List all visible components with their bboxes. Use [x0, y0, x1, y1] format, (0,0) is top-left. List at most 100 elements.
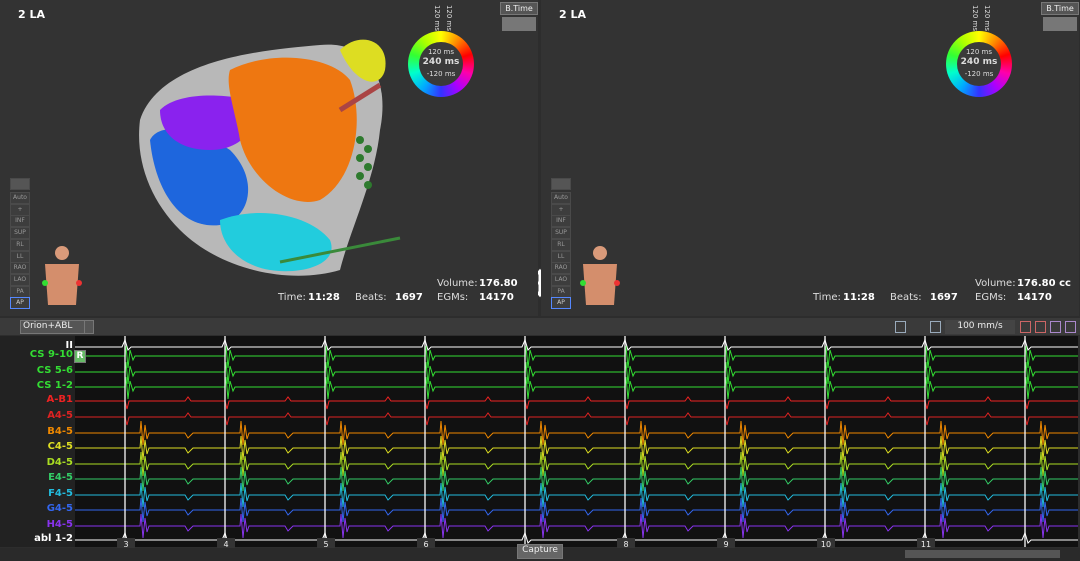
view-button[interactable]: AP: [551, 297, 571, 310]
map-panel: 2 LA B.Time 120 ms 240 ms -120 ms 120 ms 120 m…: [541, 0, 1079, 316]
electrode: [364, 163, 372, 171]
body-torso: [583, 264, 617, 305]
toolbar-icon[interactable]: [1020, 321, 1031, 333]
view-button[interactable]: INF: [10, 215, 30, 228]
anatomy-map: [580, 246, 620, 305]
waveform: [75, 435, 1078, 461]
view-button[interactable]: AP: [10, 297, 30, 310]
volume-value: 176.80: [479, 278, 518, 289]
view-button[interactable]: PA: [10, 285, 30, 298]
waveform: [75, 420, 1078, 446]
tool-button[interactable]: [551, 178, 571, 190]
wheel-center: 240 ms: [422, 57, 460, 67]
color-wheel-center: [957, 42, 1001, 86]
channel-label: II: [65, 340, 73, 351]
waveform: [75, 396, 1078, 410]
view-button[interactable]: RL: [10, 238, 30, 251]
toolbar-icon[interactable]: [1035, 321, 1046, 333]
wheel-upper: 120 ms: [427, 48, 455, 56]
color-wheel-center: [419, 42, 463, 86]
beats-label: Beats:: [890, 292, 922, 303]
channel-label: C4-5: [47, 441, 73, 452]
toolbar-icon[interactable]: [895, 321, 906, 333]
time-label: Time:: [278, 292, 306, 303]
view-button[interactable]: RL: [551, 238, 571, 251]
mode-button[interactable]: B.Time: [1041, 2, 1079, 15]
legend-button[interactable]: [502, 17, 536, 31]
waveform: [75, 412, 1078, 426]
catheter: [279, 236, 401, 264]
view-button[interactable]: INF: [551, 215, 571, 228]
channel-label: H4-5: [46, 519, 73, 530]
view-button[interactable]: Auto: [10, 192, 30, 204]
time-label: Time:: [813, 292, 841, 303]
egms-value: 14170: [479, 292, 514, 303]
map-title: 2 LA: [559, 8, 587, 21]
label-column: [0, 336, 75, 547]
wheel-upper: 120 ms: [965, 48, 993, 56]
view-button[interactable]: SUP: [551, 227, 571, 240]
beats-label: Beats:: [355, 292, 387, 303]
view-button[interactable]: LL: [10, 250, 30, 263]
view-button[interactable]: RAO: [551, 262, 571, 275]
speed-select[interactable]: 100 mm/s: [945, 320, 1015, 334]
body-head: [593, 246, 607, 260]
scroll-thumb[interactable]: [905, 550, 1060, 558]
view-button[interactable]: LAO: [10, 273, 30, 286]
view-button[interactable]: LL: [551, 250, 571, 263]
toolbar-icon[interactable]: [1050, 321, 1061, 333]
view-button[interactable]: +: [10, 203, 30, 216]
egms-value: 14170: [1017, 292, 1052, 303]
channel-label: CS 5-6: [36, 365, 73, 376]
electrode: [364, 181, 372, 189]
map-title: 2 LA: [18, 8, 46, 21]
waveform: [75, 466, 1078, 492]
body-marker: [76, 280, 82, 286]
legend-button[interactable]: [1043, 17, 1077, 31]
view-button[interactable]: PA: [551, 285, 571, 298]
view-button[interactable]: SUP: [10, 227, 30, 240]
body-marker: [42, 280, 48, 286]
wheel-range: 120 ms: [445, 4, 454, 32]
waveform: [75, 497, 1078, 523]
time-value: 11:28: [308, 292, 340, 303]
channel-label: CS 1-2: [36, 380, 73, 391]
beats-value: 1697: [395, 292, 423, 303]
electrode: [364, 145, 372, 153]
map-region: [228, 57, 357, 202]
tool-button[interactable]: [10, 178, 30, 190]
electrode: [356, 172, 364, 180]
channel-label: A4-5: [47, 410, 73, 421]
view-button[interactable]: LAO: [551, 273, 571, 286]
view-button[interactable]: Auto: [551, 192, 571, 204]
montage-select[interactable]: Orion+ABL: [20, 320, 86, 334]
marker-label: R: [74, 350, 86, 363]
time-value: 11:28: [843, 292, 875, 303]
montage-arrow[interactable]: [84, 320, 94, 334]
wheel-lower: -120 ms: [964, 70, 994, 78]
egms-label: EGMs:: [975, 292, 1007, 303]
electrode: [356, 154, 364, 162]
wheel-range: 120 ms: [433, 4, 442, 32]
body-marker: [580, 280, 586, 286]
channel-label: E4-5: [48, 472, 73, 483]
toolbar-icon[interactable]: [1065, 321, 1076, 333]
view-button[interactable]: RAO: [10, 262, 30, 275]
wheel-lower: -120 ms: [426, 70, 456, 78]
channel-label: abl 1-2: [34, 533, 73, 544]
wheel-range: 120 ms: [971, 4, 980, 32]
catheter: [338, 82, 382, 113]
mode-button[interactable]: B.Time: [500, 2, 538, 15]
map-region: [340, 39, 386, 82]
volume-label: Volume:: [437, 278, 478, 289]
anatomy-map: [42, 39, 401, 305]
volume-value: 176.80 cc: [1017, 278, 1071, 289]
map-region: [160, 95, 253, 150]
capture-button[interactable]: Capture: [517, 544, 563, 559]
view-button[interactable]: +: [551, 203, 571, 216]
color-wheel: 120 ms 240 ms -120 ms: [408, 31, 474, 97]
waveform-area: [75, 336, 1078, 547]
beats-value: 1697: [930, 292, 958, 303]
toolbar-icon[interactable]: [930, 321, 941, 333]
channel-label: B4-5: [47, 426, 73, 437]
